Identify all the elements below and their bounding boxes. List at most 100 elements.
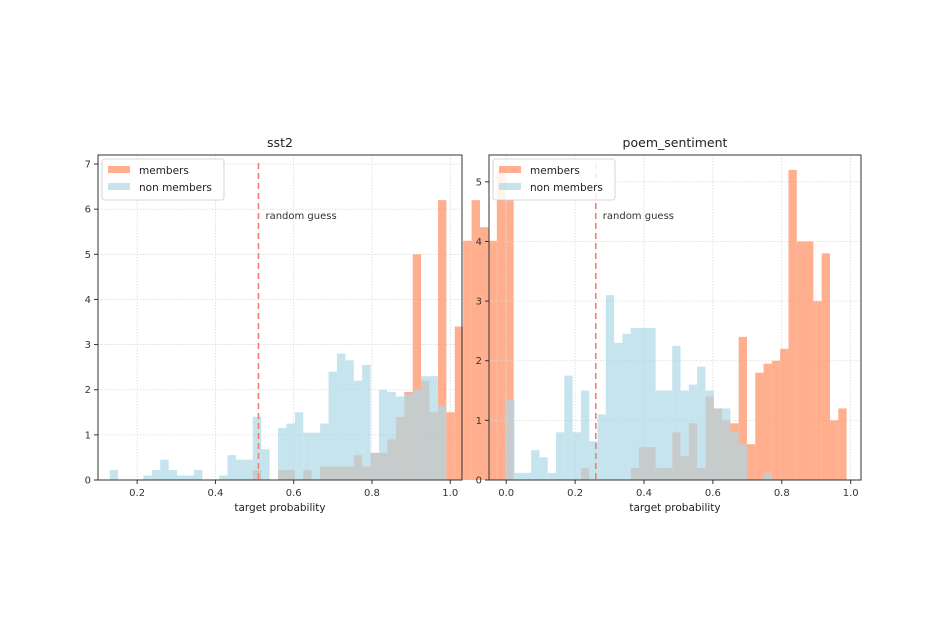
histogram-bar-non-members (379, 389, 388, 480)
subplot-sst2: random guess 0.2 0.4 0.6 0.8 1.0 0 1 2 3 4 5 6 7 sst2 t… (85, 135, 514, 514)
histogram-bar-non-members (672, 345, 681, 480)
x-tick-label: 0.2 (567, 488, 583, 499)
histogram-bar-members (505, 200, 514, 480)
histogram-bar-members (821, 253, 830, 480)
subplot-poem-sentiment: random guess 0.0 0.2 0.4 0.6 0.8 1.0 0 1 2 3 4 5 poem… (476, 135, 862, 514)
histogram-bar-non-members (109, 470, 119, 480)
histogram-bar-non-members (705, 390, 714, 480)
histogram-bar-members (746, 444, 756, 480)
histogram-bar-members (496, 170, 506, 480)
histogram-bar-non-members (151, 470, 161, 480)
histogram-bar-non-members (713, 408, 723, 480)
histogram-bar-non-members (160, 459, 169, 480)
histogram-bar-members (813, 301, 822, 480)
random-guess-label: random guess (603, 211, 674, 222)
histogram-bar-non-members (286, 423, 295, 480)
histogram-bar-members (412, 254, 422, 480)
histogram-bar-non-members (572, 432, 581, 480)
x-tick-label: 1.0 (843, 488, 859, 499)
axes-frame (97, 154, 463, 481)
histogram-bar-non-members (362, 364, 371, 480)
histogram-bar-non-members (614, 342, 623, 480)
legend-swatch-members (108, 166, 130, 173)
histogram-bar-members (780, 348, 789, 480)
histogram-bar-members (755, 372, 764, 480)
y-tick-label: 3 (85, 340, 91, 351)
histogram-bar-non-members (294, 412, 304, 480)
legend-swatch-non-members (499, 183, 521, 190)
y-tick-label: 5 (85, 250, 91, 261)
histogram-bar-non-members (177, 475, 186, 480)
histogram-bar-members (463, 240, 472, 480)
histogram-bar-non-members (622, 333, 631, 480)
y-tick-label: 5 (476, 177, 482, 188)
histogram-bar-non-members (168, 470, 178, 480)
legend: members non members (101, 158, 225, 201)
histogram-bar-members (805, 241, 814, 480)
histogram-bar-non-members (697, 366, 706, 480)
legend-swatch-members (499, 166, 521, 173)
legend-label-non-members: non members (530, 182, 603, 194)
histogram-bar-non-members (730, 432, 739, 480)
histogram-bar-non-members (244, 459, 253, 480)
histogram-bar-non-members (143, 475, 152, 480)
histogram-bar-non-members (647, 327, 656, 480)
legend-label-members: members (139, 165, 189, 177)
axes-frame (488, 154, 862, 481)
x-tick-label: 0.2 (129, 488, 145, 499)
histogram-bar-non-members (564, 375, 573, 480)
histogram-bar-non-members (514, 472, 523, 480)
histogram-bar-non-members (227, 455, 236, 480)
histogram-bar-non-members (328, 371, 337, 480)
histogram-bar-non-members (345, 360, 354, 480)
histogram-bar-members (763, 363, 772, 480)
histogram-bar-members (454, 326, 464, 480)
histogram-bar-non-members (597, 414, 606, 480)
x-tick-label: 0.4 (207, 488, 223, 499)
x-tick-label: 0.6 (286, 488, 302, 499)
y-tick-label: 1 (85, 430, 91, 441)
chart-title: sst2 (267, 135, 293, 150)
histogram-bar-non-members (252, 416, 262, 480)
histogram-bar-members (838, 408, 847, 480)
y-tick-label: 2 (476, 356, 482, 367)
legend-box (101, 158, 225, 201)
y-tick-label: 6 (85, 205, 91, 216)
histogram-bar-non-members (506, 399, 515, 480)
histogram-bar-non-members (547, 472, 557, 480)
histogram-bar-non-members (522, 472, 532, 480)
histogram-bar-non-members (605, 295, 615, 480)
x-axis-label: target probability (234, 502, 325, 514)
histogram-bar-non-members (722, 408, 731, 480)
histogram-bar-non-members (437, 405, 447, 480)
y-tick-label: 4 (476, 237, 482, 248)
histogram-bar-non-members (261, 449, 270, 480)
histogram-bar-non-members (235, 459, 245, 480)
histogram-bar-members (437, 200, 447, 480)
histogram-bar-non-members (580, 390, 590, 480)
histogram-bar-non-members (193, 470, 203, 480)
x-tick-label: 1.0 (442, 488, 458, 499)
random-guess-label: random guess (265, 211, 336, 222)
histogram-bar-non-members (303, 432, 312, 480)
histogram-bar-members (480, 227, 489, 480)
histogram-bar-non-members (412, 389, 422, 480)
x-axis-label: target probability (629, 502, 720, 514)
histogram-bar-non-members (680, 390, 689, 480)
x-tick-label: 0.8 (774, 488, 790, 499)
x-tick-label: 0.6 (705, 488, 721, 499)
x-tick-label: 0.0 (498, 488, 514, 499)
histogram-bar-non-members (630, 327, 640, 480)
y-tick-label: 0 (476, 476, 482, 487)
histogram-bar-non-members (320, 423, 329, 480)
histogram-bar-non-members (387, 391, 396, 480)
histogram-bar-members (796, 241, 806, 480)
y-tick-label: 2 (85, 385, 91, 396)
histogram-bar-non-members (655, 390, 664, 480)
histogram-bar-non-members (404, 394, 413, 480)
histogram-bar-non-members (429, 376, 438, 480)
histogram-bar-non-members (738, 444, 747, 480)
histogram-bar-non-members (589, 441, 598, 480)
x-tick-label: 0.4 (636, 488, 652, 499)
